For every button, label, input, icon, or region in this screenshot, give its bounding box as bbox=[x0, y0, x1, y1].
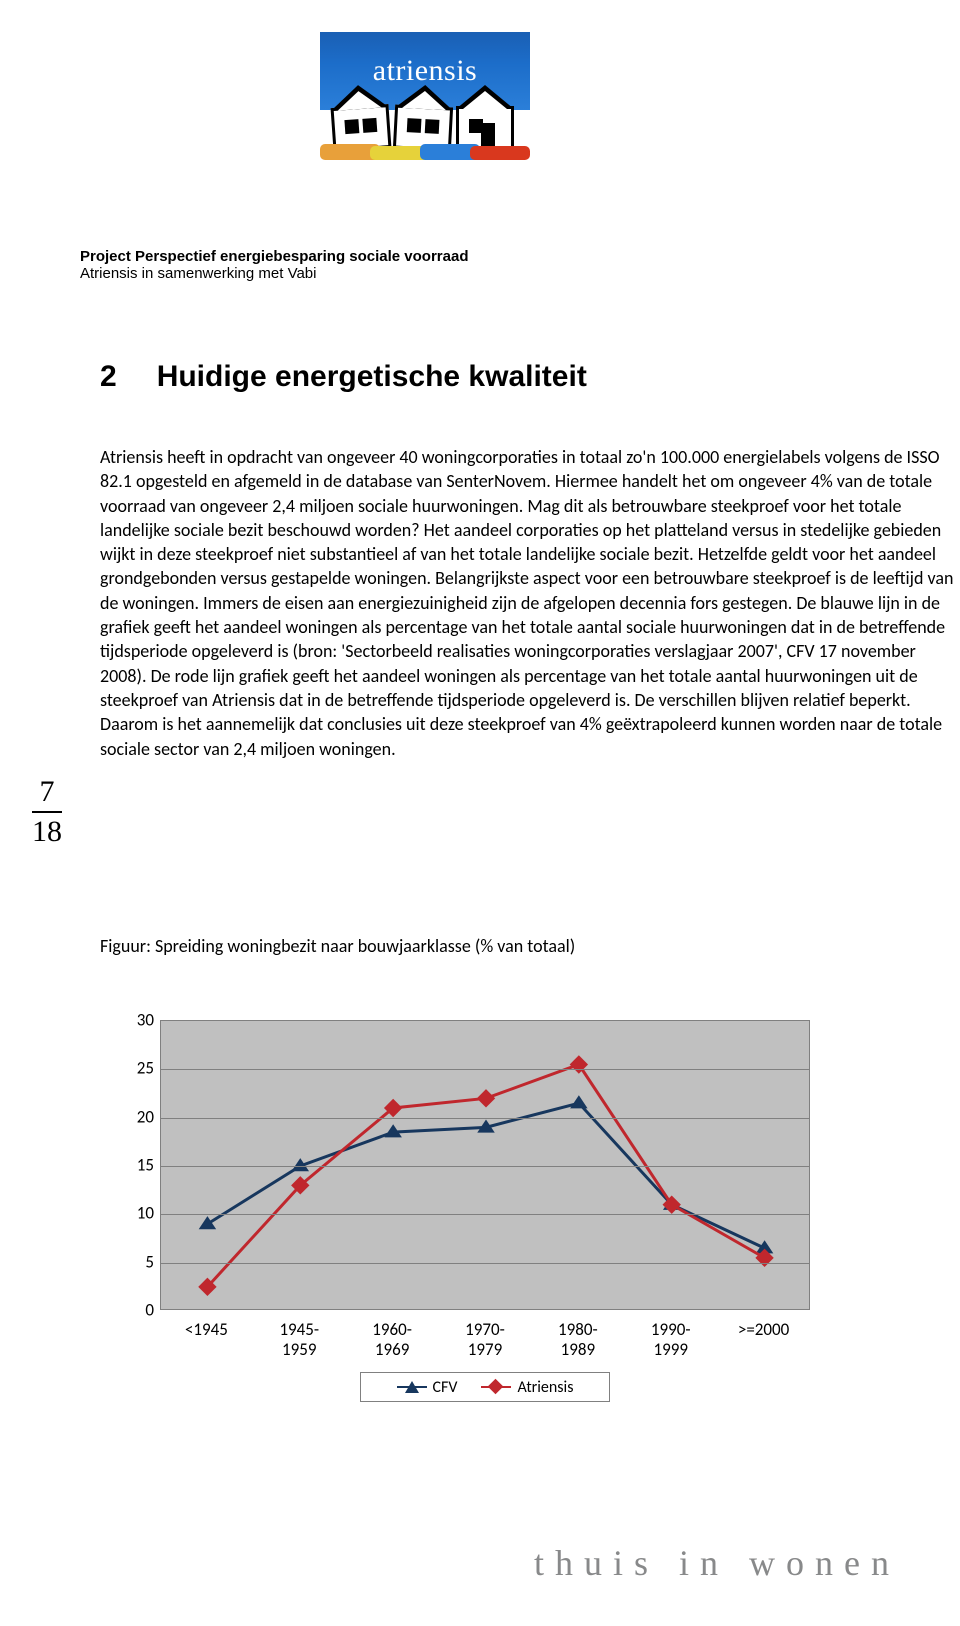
chart-gridline bbox=[161, 1069, 809, 1070]
chart-legend: CFV Atriensis bbox=[360, 1372, 610, 1402]
chart-xtick: >=2000 bbox=[718, 1320, 810, 1340]
chart-plot-area bbox=[160, 1020, 810, 1310]
body-paragraph: Atriensis heeft in opdracht van ongeveer… bbox=[100, 445, 956, 761]
chart: CFV Atriensis 0 5 10 15 20 25 30 <19451945- 1959… bbox=[80, 1010, 840, 1410]
legend-label: CFV bbox=[433, 1378, 458, 1397]
header-line-2: Atriensis in samenwerking met Vabi bbox=[80, 265, 880, 282]
legend-label: Atriensis bbox=[517, 1378, 573, 1397]
chart-xtick: 1980- 1989 bbox=[532, 1320, 624, 1361]
header-line-1: Project Perspectief energiebesparing soc… bbox=[80, 248, 880, 265]
chart-gridline bbox=[161, 1166, 809, 1167]
chart-ytick: 15 bbox=[120, 1155, 154, 1176]
page-current: 7 bbox=[32, 775, 62, 813]
legend-item: Atriensis bbox=[481, 1378, 573, 1397]
chart-ytick: 25 bbox=[120, 1058, 154, 1079]
legend-marker bbox=[481, 1380, 511, 1394]
chart-ytick: 10 bbox=[120, 1203, 154, 1224]
document-header: Project Perspectief energiebesparing soc… bbox=[80, 248, 880, 282]
figure-caption: Figuur: Spreiding woningbezit naar bouwj… bbox=[100, 935, 575, 957]
chart-gridline bbox=[161, 1118, 809, 1119]
footer-tagline: thuis in wonen bbox=[534, 1542, 900, 1584]
chart-xtick: 1945- 1959 bbox=[253, 1320, 345, 1361]
page-total: 18 bbox=[32, 813, 62, 849]
chart-marker bbox=[199, 1216, 217, 1229]
chart-xtick: 1990- 1999 bbox=[625, 1320, 717, 1361]
chart-ytick: 20 bbox=[120, 1106, 154, 1127]
legend-item: CFV bbox=[397, 1378, 458, 1397]
chart-ytick: 0 bbox=[120, 1300, 154, 1321]
chart-xtick: <1945 bbox=[160, 1320, 252, 1340]
chart-marker bbox=[477, 1089, 495, 1107]
page-number: 7 18 bbox=[32, 775, 62, 849]
logo-houses bbox=[320, 100, 530, 158]
chart-gridline bbox=[161, 1214, 809, 1215]
chart-gridline bbox=[161, 1263, 809, 1264]
chart-marker bbox=[570, 1055, 588, 1073]
brush-red bbox=[470, 146, 530, 160]
chart-ytick: 5 bbox=[120, 1251, 154, 1272]
logo-brush bbox=[320, 142, 530, 160]
chapter-title: Huidige energetische kwaliteit bbox=[157, 360, 587, 394]
legend-marker bbox=[397, 1380, 427, 1394]
chart-xtick: 1970- 1979 bbox=[439, 1320, 531, 1361]
chapter-heading: 2 Huidige energetische kwaliteit bbox=[100, 360, 587, 394]
chart-xtick: 1960- 1969 bbox=[346, 1320, 438, 1361]
chart-marker bbox=[570, 1095, 588, 1108]
chart-ytick: 30 bbox=[120, 1010, 154, 1031]
chapter-number: 2 bbox=[100, 360, 117, 394]
logo: atriensis bbox=[320, 32, 530, 162]
logo-text: atriensis bbox=[373, 54, 477, 88]
